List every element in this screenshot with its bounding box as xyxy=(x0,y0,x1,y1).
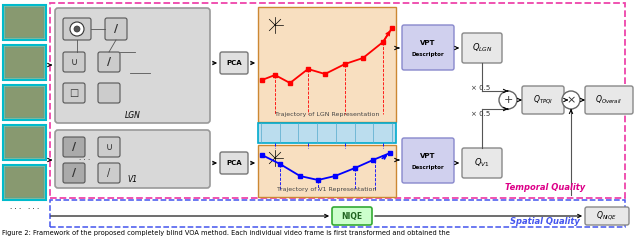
Bar xyxy=(258,7,396,122)
Bar xyxy=(3,45,46,80)
Text: $Q_{Overall}$: $Q_{Overall}$ xyxy=(595,94,623,106)
Text: VPT: VPT xyxy=(420,152,436,159)
Text: Trajectory of LGN Representation: Trajectory of LGN Representation xyxy=(275,111,379,117)
FancyBboxPatch shape xyxy=(522,86,564,114)
Text: Temporal Quality: Temporal Quality xyxy=(505,183,585,192)
FancyBboxPatch shape xyxy=(63,83,85,103)
FancyBboxPatch shape xyxy=(98,137,120,157)
FancyBboxPatch shape xyxy=(402,138,454,183)
Circle shape xyxy=(562,91,580,109)
Text: /: / xyxy=(108,168,111,178)
FancyBboxPatch shape xyxy=(63,52,85,72)
FancyBboxPatch shape xyxy=(585,207,629,225)
Text: ∪: ∪ xyxy=(70,57,77,67)
Text: /: / xyxy=(72,142,76,152)
Circle shape xyxy=(74,26,80,32)
Text: /: / xyxy=(107,57,111,67)
Text: ×: × xyxy=(566,95,576,105)
FancyBboxPatch shape xyxy=(98,83,120,103)
Text: Figure 2: Framework of the proposed completely blind VOA method. Each individual: Figure 2: Framework of the proposed comp… xyxy=(2,230,450,236)
FancyBboxPatch shape xyxy=(63,163,85,183)
FancyBboxPatch shape xyxy=(98,52,120,72)
Text: ∪: ∪ xyxy=(106,142,113,152)
Text: . . .   . . .: . . . . . . xyxy=(10,204,40,210)
Bar xyxy=(5,167,44,198)
Text: NIQE: NIQE xyxy=(341,211,363,220)
Bar xyxy=(3,165,46,200)
Bar xyxy=(3,125,46,160)
Text: PCA: PCA xyxy=(226,160,242,166)
Text: +: + xyxy=(503,95,513,105)
FancyBboxPatch shape xyxy=(220,152,248,174)
Text: V1: V1 xyxy=(127,176,138,184)
Text: PCA: PCA xyxy=(226,60,242,66)
FancyBboxPatch shape xyxy=(63,18,91,40)
FancyBboxPatch shape xyxy=(220,52,248,74)
Text: Spatial Quality: Spatial Quality xyxy=(510,218,580,227)
Text: $Q_{NIQE}$: $Q_{NIQE}$ xyxy=(596,210,618,222)
FancyBboxPatch shape xyxy=(55,130,210,188)
FancyBboxPatch shape xyxy=(63,137,85,157)
Bar xyxy=(258,123,396,143)
Text: Descriptor: Descriptor xyxy=(412,52,444,57)
Bar xyxy=(5,87,44,118)
FancyBboxPatch shape xyxy=(462,33,502,63)
Text: × 0.5: × 0.5 xyxy=(471,85,490,91)
FancyBboxPatch shape xyxy=(105,18,127,40)
FancyBboxPatch shape xyxy=(462,148,502,178)
Text: Descriptor: Descriptor xyxy=(412,165,444,170)
FancyBboxPatch shape xyxy=(332,207,372,225)
Text: $Q_{TPQI}$: $Q_{TPQI}$ xyxy=(533,94,553,106)
Bar xyxy=(5,7,44,38)
Text: × 0.5: × 0.5 xyxy=(471,111,490,117)
Bar xyxy=(3,85,46,120)
Text: □: □ xyxy=(69,88,79,98)
Text: /: / xyxy=(114,24,118,34)
Circle shape xyxy=(70,22,84,36)
FancyBboxPatch shape xyxy=(98,163,120,183)
Circle shape xyxy=(499,91,517,109)
Bar xyxy=(50,200,625,227)
Text: Trajectory of V1 Representation: Trajectory of V1 Representation xyxy=(277,187,377,192)
Text: LGN: LGN xyxy=(125,110,140,119)
Bar xyxy=(5,47,44,78)
Text: $Q_{V1}$: $Q_{V1}$ xyxy=(474,157,490,169)
FancyBboxPatch shape xyxy=(55,8,210,123)
Bar xyxy=(3,5,46,40)
Text: VPT: VPT xyxy=(420,40,436,46)
Bar xyxy=(5,127,44,158)
Text: $Q_{LGN}$: $Q_{LGN}$ xyxy=(472,42,492,54)
Bar xyxy=(258,145,396,197)
Text: · · ·: · · · xyxy=(79,157,91,163)
FancyBboxPatch shape xyxy=(402,25,454,70)
Text: /: / xyxy=(72,168,76,178)
Bar xyxy=(50,3,625,198)
FancyBboxPatch shape xyxy=(585,86,633,114)
